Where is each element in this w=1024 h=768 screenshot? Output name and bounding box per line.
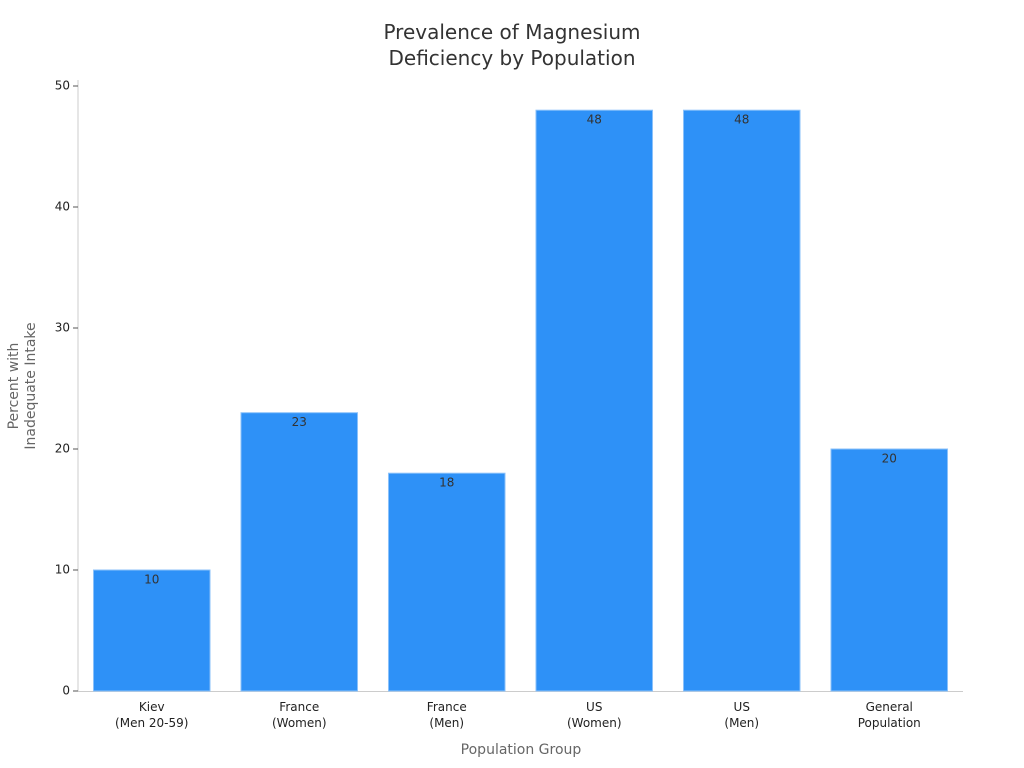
y-tick-label: 40 [55,200,70,214]
bar [92,569,211,692]
value-label: 23 [292,415,307,429]
value-label: 10 [144,573,159,587]
bar [830,448,949,692]
chart-title: Prevalence of Magnesium Deficiency by Pop… [383,20,640,70]
x-axis-title: Population Group [461,742,582,758]
y-tick-label: 0 [62,684,70,698]
x-tick-label: General Population [858,700,921,730]
y-axis-title: Percent withInadequate Intake [6,322,39,449]
bar [240,412,359,692]
bar [535,109,654,692]
y-tick-label: 50 [55,79,70,93]
x-tick-label: France (Men) [427,700,467,730]
x-tick-label: US (Men) [724,700,759,730]
y-tick-label: 10 [55,563,70,577]
y-tick-label: 20 [55,442,70,456]
bar [387,472,506,692]
x-tick-label: Kiev (Men 20-59) [115,700,188,730]
value-label: 18 [439,476,454,490]
value-label: 48 [587,113,602,127]
value-label: 20 [882,452,897,466]
value-label: 48 [734,113,749,127]
x-tick-label: US (Women) [567,700,622,730]
x-tick-label: France (Women) [272,700,327,730]
y-tick-label: 30 [55,321,70,335]
bar [682,109,801,692]
